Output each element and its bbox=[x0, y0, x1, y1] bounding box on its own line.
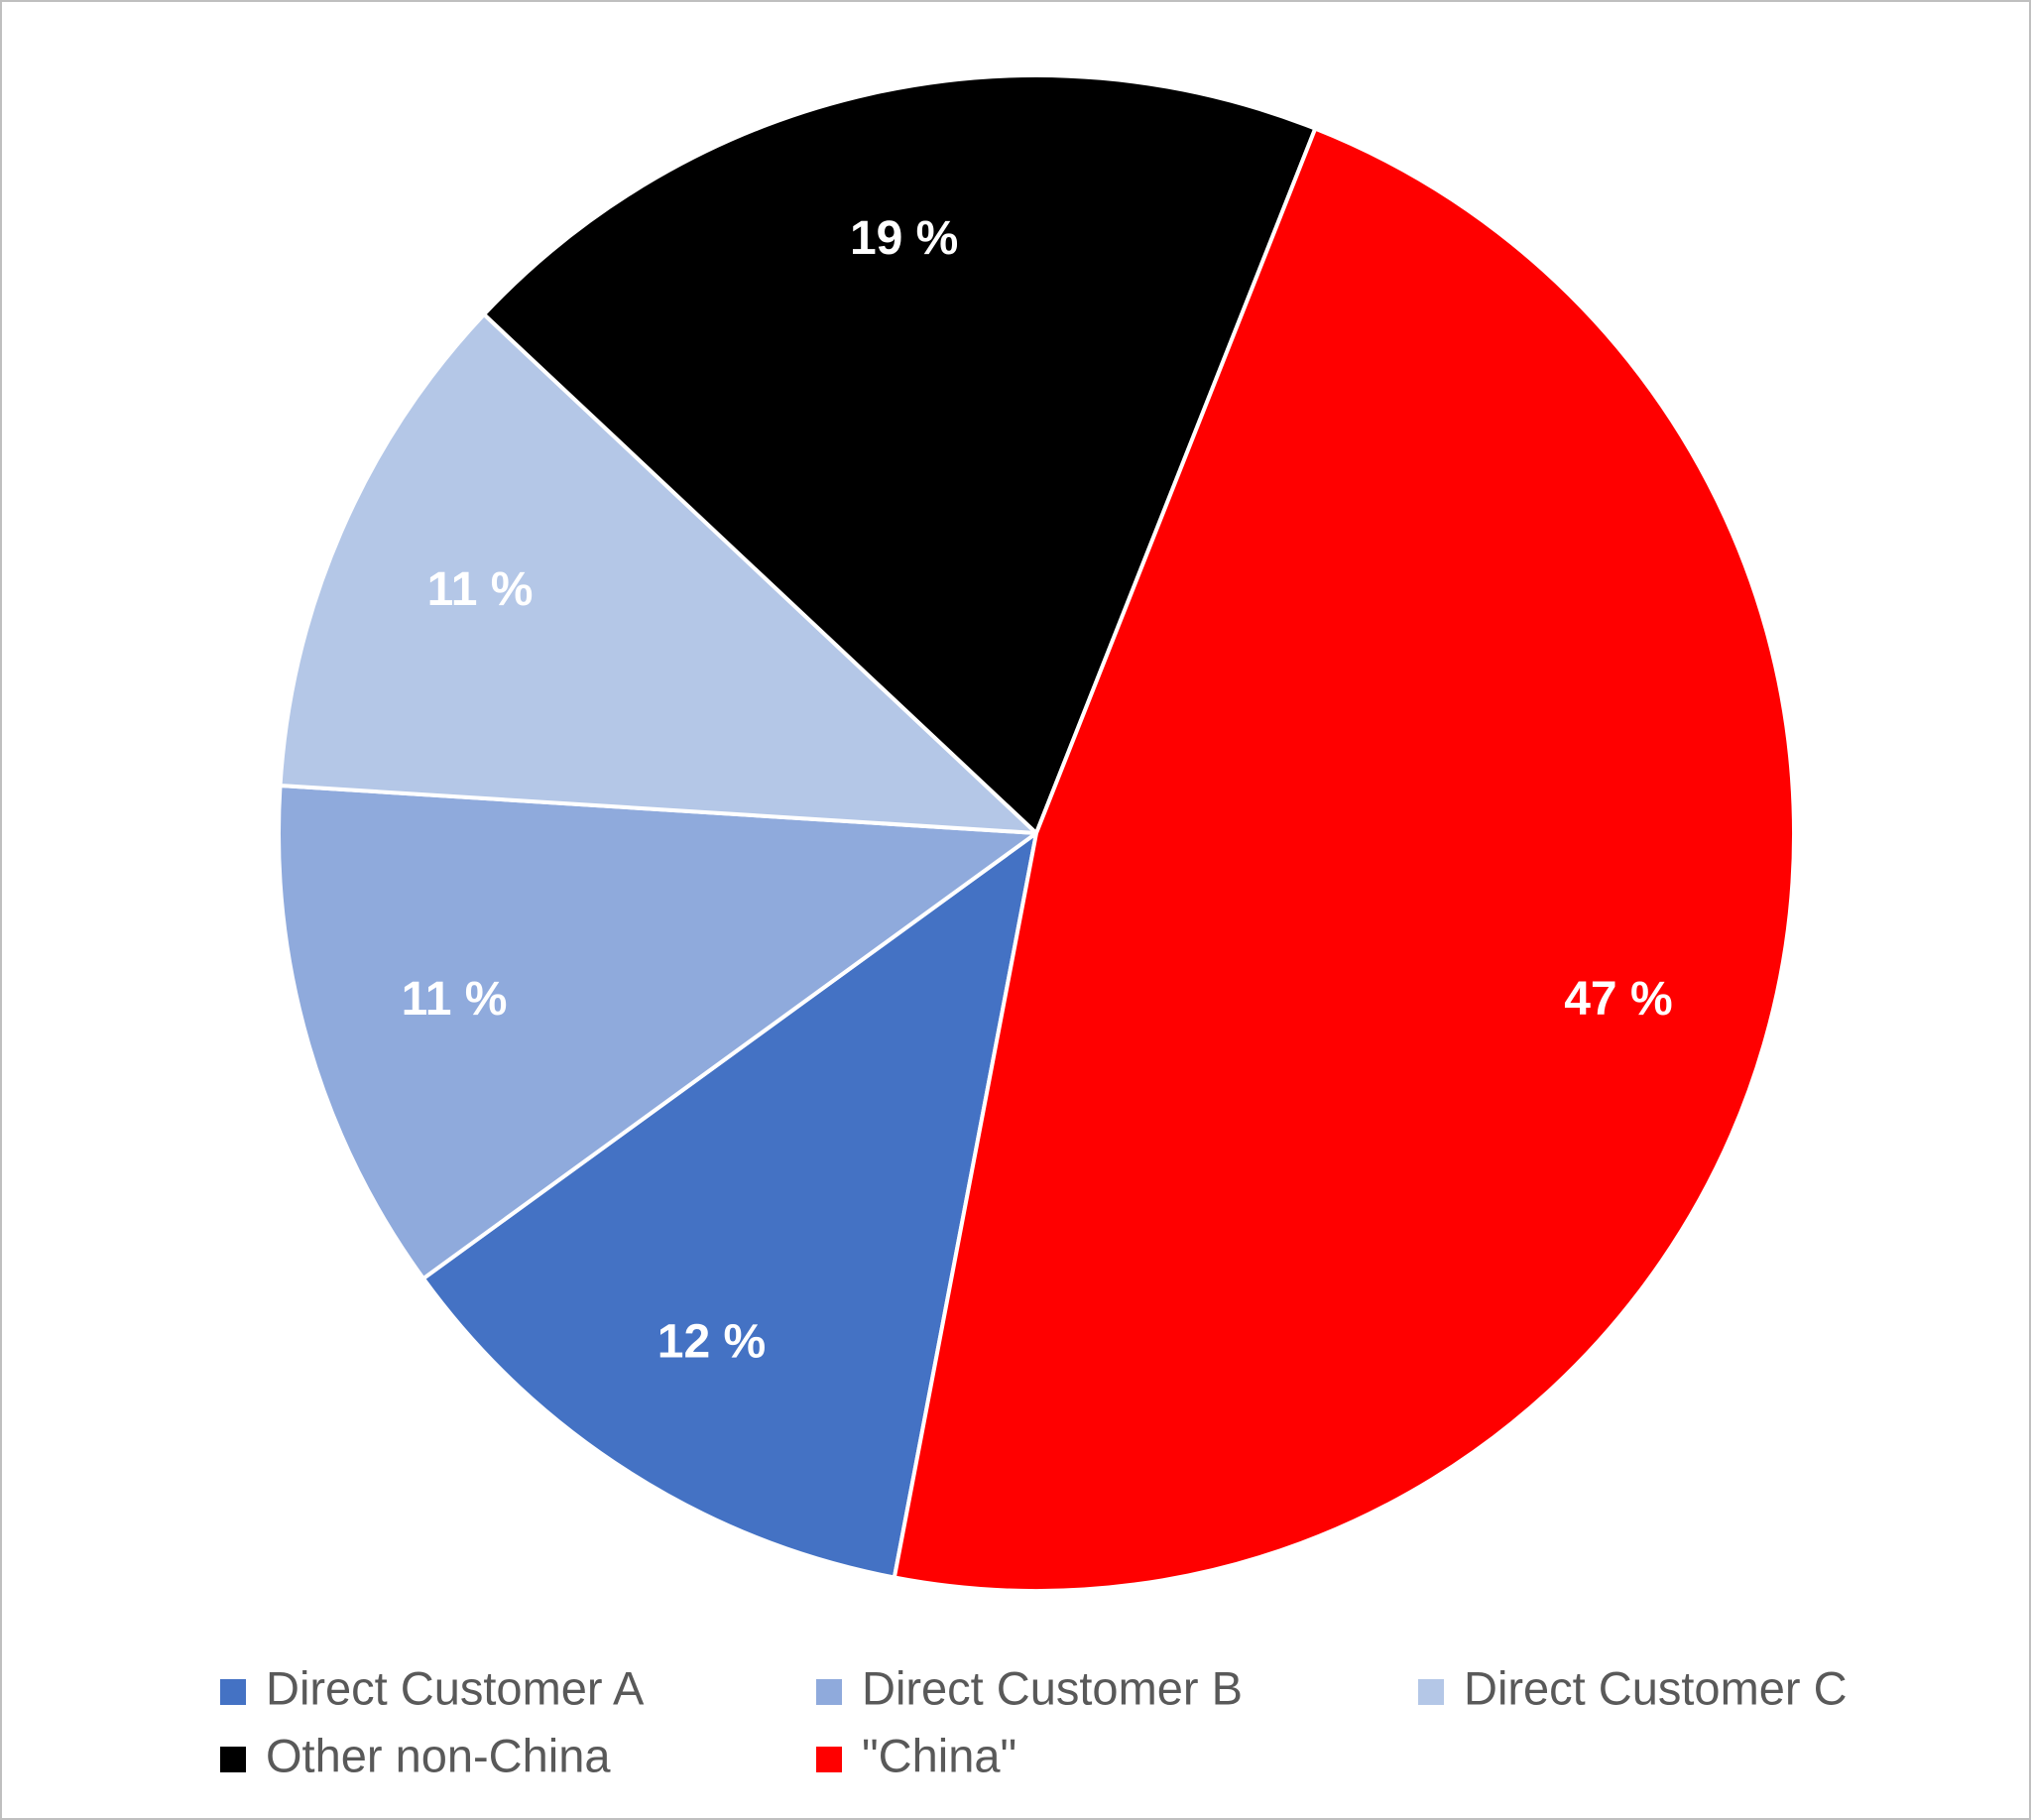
legend-swatch bbox=[220, 1679, 246, 1705]
pie-slice bbox=[892, 126, 1796, 1593]
pie-slice bbox=[420, 828, 1039, 1580]
pie-slice bbox=[277, 783, 1042, 1281]
legend-label: Other non-China bbox=[266, 1729, 611, 1781]
data-label: 47 % bbox=[1564, 973, 1672, 1026]
legend-label: "China" bbox=[862, 1729, 1016, 1781]
legend-swatch bbox=[816, 1747, 842, 1772]
legend-label: Direct Customer C bbox=[1464, 1661, 1848, 1714]
pie-slice bbox=[278, 311, 1042, 836]
data-label: 11 % bbox=[402, 973, 508, 1026]
data-label: 19 % bbox=[850, 212, 958, 265]
legend-label: Direct Customer B bbox=[862, 1661, 1243, 1714]
pie-slice bbox=[481, 73, 1318, 837]
legend-swatch bbox=[1418, 1679, 1444, 1705]
data-label: 11 % bbox=[427, 563, 534, 616]
legend-swatch bbox=[816, 1679, 842, 1705]
legend-swatch bbox=[220, 1747, 246, 1772]
legend-label: Direct Customer A bbox=[266, 1661, 645, 1714]
data-label: 12 % bbox=[657, 1316, 766, 1369]
